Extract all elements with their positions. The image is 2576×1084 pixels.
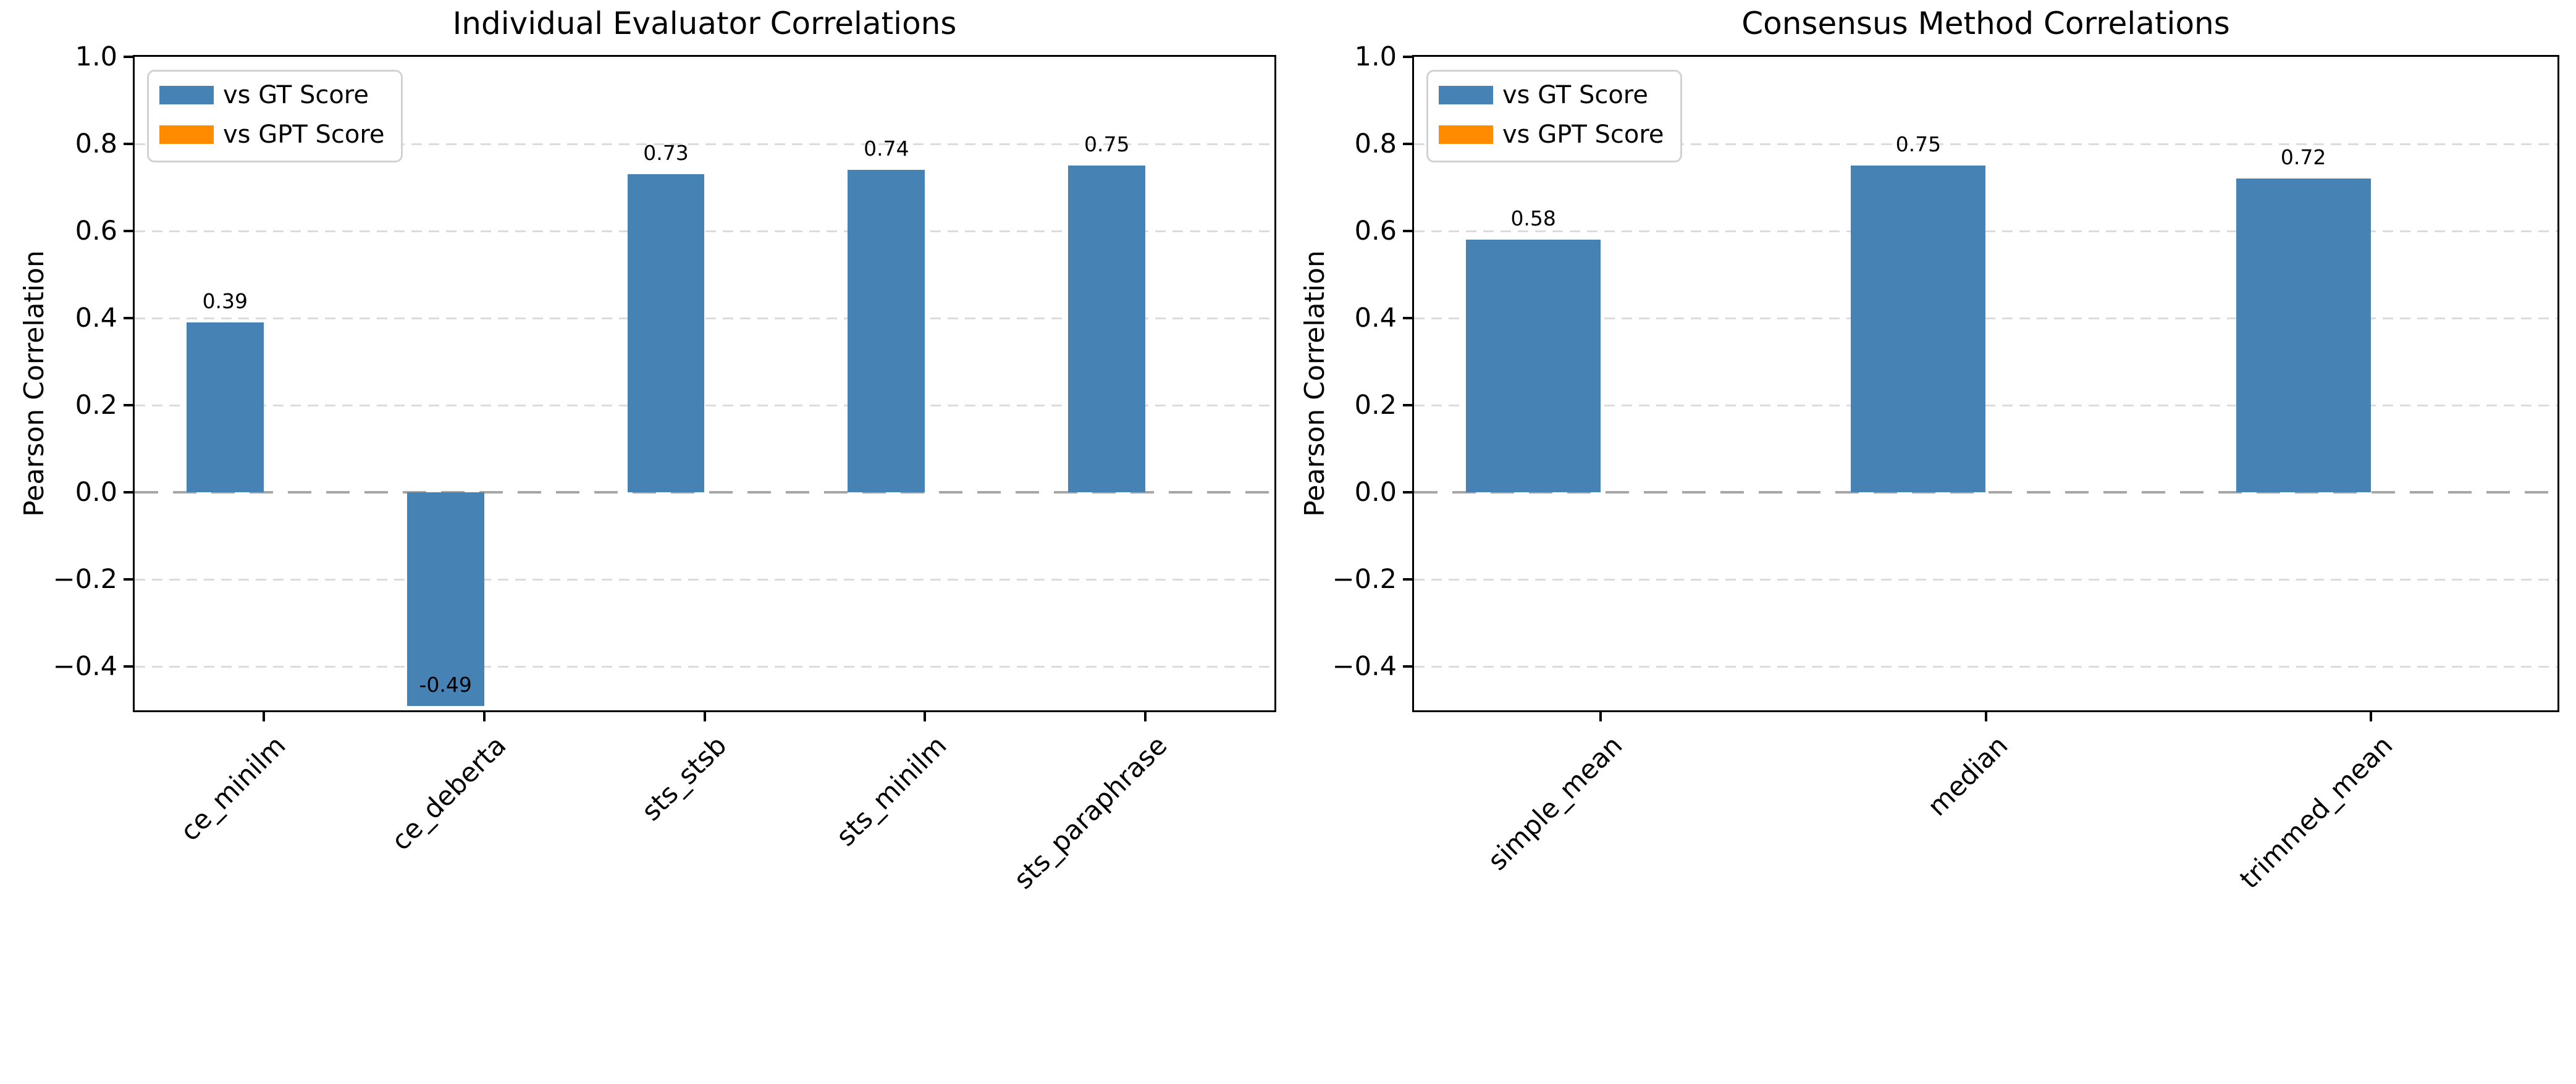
y-tick-mark xyxy=(124,578,133,581)
gridline xyxy=(135,578,1274,581)
y-tick-label: −0.4 xyxy=(1332,651,1397,683)
x-tick-mark xyxy=(1599,712,1602,721)
chart-title: Individual Evaluator Correlations xyxy=(452,6,957,41)
y-tick-mark xyxy=(124,230,133,233)
y-tick-mark xyxy=(1403,491,1412,494)
legend-item-vs-gt: vs GT Score xyxy=(1439,75,1664,115)
y-tick-mark xyxy=(1403,404,1412,407)
gridline xyxy=(135,665,1274,668)
y-tick-mark xyxy=(1403,665,1412,668)
gpt-score-color-swatch xyxy=(1439,125,1493,144)
bar-value-label: 0.75 xyxy=(1084,132,1130,157)
bar-median xyxy=(1851,166,1986,493)
y-tick-label: −0.4 xyxy=(53,651,117,683)
plot-area xyxy=(1412,55,2559,712)
legend-item-vs-gpt: vs GPT Score xyxy=(1439,115,1664,154)
x-tick-label-median: median xyxy=(1921,730,2014,823)
x-tick-mark xyxy=(1144,712,1147,721)
y-tick-label: 0.4 xyxy=(1354,303,1397,334)
gridline xyxy=(1414,143,2557,145)
legend-label: vs GT Score xyxy=(1502,81,1648,109)
legend-item-vs-gpt: vs GPT Score xyxy=(159,115,385,154)
x-tick-mark xyxy=(924,712,927,721)
y-tick-label: 0.0 xyxy=(75,477,117,508)
y-tick-label: 0.8 xyxy=(1354,128,1397,160)
y-tick-label: −0.2 xyxy=(1332,564,1397,595)
gridline xyxy=(1414,578,2557,581)
subplot-individual-evaluators: Individual Evaluator Correlations Pearso… xyxy=(19,6,1276,895)
y-tick-mark xyxy=(124,404,133,407)
bar-sts_paraphrase xyxy=(1068,166,1146,493)
zero-line xyxy=(1414,491,2557,494)
y-tick-label: 0.0 xyxy=(1354,477,1397,508)
y-tick-mark xyxy=(124,317,133,320)
bar-ce_deberta xyxy=(406,492,484,706)
gridline xyxy=(1414,404,2557,406)
bar-simple_mean xyxy=(1466,240,1601,493)
x-tick-label-simple_mean: simple_mean xyxy=(1482,730,1629,877)
legend-label: vs GT Score xyxy=(223,81,369,109)
y-tick-label: 0.6 xyxy=(75,216,117,247)
bar-value-label: 0.58 xyxy=(1510,206,1556,231)
x-tick-mark xyxy=(2369,712,2372,721)
bar-value-label: 0.75 xyxy=(1895,132,1942,157)
gt-score-color-swatch xyxy=(1439,86,1493,104)
zero-line xyxy=(135,491,1274,494)
gridline xyxy=(135,317,1274,319)
y-tick-label: 1.0 xyxy=(1354,41,1397,72)
gridline xyxy=(1414,230,2557,232)
gpt-score-color-swatch xyxy=(159,125,214,144)
gridline xyxy=(135,143,1274,145)
y-tick-mark xyxy=(1403,578,1412,581)
legend-item-vs-gt: vs GT Score xyxy=(159,75,385,115)
legend-label: vs GPT Score xyxy=(1502,120,1664,149)
y-tick-mark xyxy=(1403,317,1412,320)
y-tick-mark xyxy=(124,665,133,668)
y-tick-label: 0.2 xyxy=(75,390,117,421)
plot-area xyxy=(133,55,1276,712)
y-tick-mark xyxy=(124,143,133,146)
legend: vs GT Score vs GPT Score xyxy=(147,70,403,162)
bar-sts_minilm xyxy=(848,170,925,493)
bar-value-label: 0.74 xyxy=(864,137,909,161)
y-tick-label: 0.2 xyxy=(1354,390,1397,421)
gt-score-color-swatch xyxy=(159,86,214,104)
gridline xyxy=(1414,665,2557,668)
bar-value-label: 0.72 xyxy=(2280,145,2326,170)
y-tick-label: 0.8 xyxy=(75,128,117,160)
bar-trimmed_mean xyxy=(2236,179,2371,493)
y-tick-label: 0.4 xyxy=(75,303,117,334)
y-tick-mark xyxy=(1403,143,1412,146)
y-tick-mark xyxy=(124,491,133,494)
y-tick-mark xyxy=(1403,56,1412,58)
gridline xyxy=(135,404,1274,406)
legend: vs GT Score vs GPT Score xyxy=(1426,70,1682,162)
chart-title: Consensus Method Correlations xyxy=(1741,6,2230,41)
y-tick-label: 1.0 xyxy=(75,41,117,72)
bar-ce_minilm xyxy=(186,322,264,493)
bar-sts_stsb xyxy=(627,174,705,493)
y-tick-mark xyxy=(1403,230,1412,233)
gridline xyxy=(1414,317,2557,319)
subplot-consensus-methods: Consensus Method Correlations Pearson Co… xyxy=(1299,6,2559,895)
x-tick-label-trimmed_mean: trimmed_mean xyxy=(2234,730,2399,895)
figure: Individual Evaluator Correlations Pearso… xyxy=(19,6,2559,896)
x-tick-mark xyxy=(482,712,486,721)
bar-value-label: 0.73 xyxy=(643,141,689,166)
x-tick-mark xyxy=(262,712,265,721)
x-tick-mark xyxy=(1984,712,1987,721)
y-tick-mark xyxy=(124,56,133,58)
bar-value-label: 0.39 xyxy=(202,289,248,314)
bar-value-label: -0.49 xyxy=(419,672,472,697)
y-tick-label: −0.2 xyxy=(53,564,117,595)
x-tick-mark xyxy=(703,712,706,721)
gridline xyxy=(135,230,1274,232)
legend-label: vs GPT Score xyxy=(223,120,385,149)
y-tick-label: 0.6 xyxy=(1354,216,1397,247)
